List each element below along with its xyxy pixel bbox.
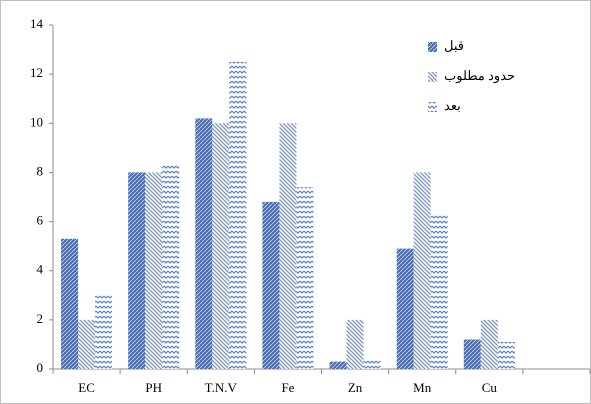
legend-swatch (428, 72, 437, 82)
x-tick-label: Fe (281, 380, 294, 395)
y-tick-label: 12 (30, 65, 43, 80)
y-tick-label: 6 (37, 213, 44, 228)
bar (346, 319, 364, 369)
bar (229, 61, 247, 369)
x-tick-label: T.N.V (205, 380, 238, 395)
bar (145, 172, 163, 369)
y-tick-label: 10 (30, 114, 43, 129)
x-tick-label: Mn (413, 380, 432, 395)
legend-swatch (428, 102, 437, 112)
bar (413, 172, 431, 369)
bar (279, 123, 297, 370)
bar (78, 319, 96, 369)
bar (463, 339, 481, 369)
bar (61, 238, 79, 369)
bar (162, 165, 180, 369)
y-tick-label: 8 (37, 163, 44, 178)
x-tick-label: Cu (482, 380, 498, 395)
bar (212, 123, 230, 370)
legend-label: قبل (444, 38, 464, 53)
y-tick-label: 4 (37, 262, 44, 277)
bar (128, 172, 146, 369)
bar (363, 359, 381, 369)
bar (329, 361, 347, 369)
y-tick-label: 14 (30, 16, 44, 31)
x-tick-label: PH (145, 380, 162, 395)
bar (95, 295, 113, 369)
y-tick-label: 2 (37, 311, 44, 326)
x-tick-label: EC (78, 380, 95, 395)
legend-label: حدود مطلوب (444, 68, 515, 84)
legend-swatch (428, 42, 437, 52)
bar (296, 187, 314, 369)
x-tick-label: Zn (348, 380, 363, 395)
y-tick-label: 0 (37, 360, 44, 375)
bar (430, 214, 448, 369)
bar (262, 201, 280, 369)
bar (195, 118, 213, 369)
legend-label: بعد (444, 98, 461, 113)
bar (396, 248, 414, 369)
bar (497, 341, 515, 369)
bar (480, 319, 498, 369)
